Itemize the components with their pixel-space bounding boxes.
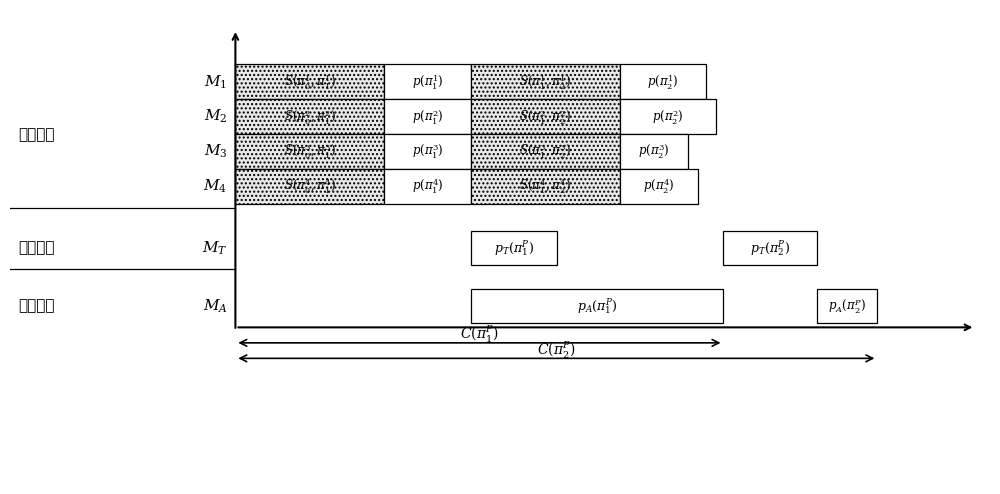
Text: $p(\pi_2^{1})$: $p(\pi_2^{1})$ <box>647 72 679 92</box>
Text: $p_T(\pi_1^P)$: $p_T(\pi_1^P)$ <box>494 238 534 258</box>
Text: $p(\pi_1^{4})$: $p(\pi_1^{4})$ <box>412 177 443 196</box>
Bar <box>235 134 384 169</box>
Text: $M_3$: $M_3$ <box>204 143 228 161</box>
Bar <box>471 134 620 169</box>
Text: $S(\pi_1^{2},\pi_2^{2})$: $S(\pi_1^{2},\pi_2^{2})$ <box>519 107 571 126</box>
Text: $C(\pi_2^P)$: $C(\pi_2^P)$ <box>537 339 576 361</box>
Text: $M_4$: $M_4$ <box>203 178 228 195</box>
Bar <box>817 288 877 324</box>
Text: 第三阶段: 第三阶段 <box>18 298 54 314</box>
Bar <box>471 99 620 134</box>
Text: 第二阶段: 第二阶段 <box>18 241 54 255</box>
Text: $S(\pi_1^{4},\pi_2^{4})$: $S(\pi_1^{4},\pi_2^{4})$ <box>519 177 571 196</box>
Bar <box>471 169 620 204</box>
Text: $p_T(\pi_2^P)$: $p_T(\pi_2^P)$ <box>750 238 790 258</box>
Text: $p(\pi_2^{3})$: $p(\pi_2^{3})$ <box>638 142 670 162</box>
Text: $S(\pi_1^{3},\pi_2^{3})$: $S(\pi_1^{3},\pi_2^{3})$ <box>519 142 571 162</box>
Bar <box>471 65 620 99</box>
Text: $S(\pi_0^{4},\pi_1^{4})$: $S(\pi_0^{4},\pi_1^{4})$ <box>284 177 336 196</box>
Text: $S(\pi_0^{3},\pi_1^{3})$: $S(\pi_0^{3},\pi_1^{3})$ <box>284 142 336 162</box>
Bar <box>471 288 723 324</box>
Text: $S(\pi_0^{2},\pi_1^{2})$: $S(\pi_0^{2},\pi_1^{2})$ <box>284 107 336 126</box>
Text: $M_2$: $M_2$ <box>204 108 228 125</box>
Text: $S(\pi_1^{1},\pi_2^{1})$: $S(\pi_1^{1},\pi_2^{1})$ <box>519 72 571 92</box>
Text: $C(\pi_1^P)$: $C(\pi_1^P)$ <box>460 324 499 345</box>
Bar <box>235 99 384 134</box>
Bar <box>723 231 817 265</box>
Text: 第一阶段: 第一阶段 <box>18 126 54 142</box>
Text: $p(\pi_2^{4})$: $p(\pi_2^{4})$ <box>643 177 675 196</box>
Text: $p(\pi_1^{2})$: $p(\pi_1^{2})$ <box>412 107 443 126</box>
Bar <box>384 65 471 99</box>
Text: $p(\pi_1^{3})$: $p(\pi_1^{3})$ <box>412 142 443 162</box>
Bar <box>235 65 384 99</box>
Bar <box>620 134 688 169</box>
Text: $p_A(\pi_1^P)$: $p_A(\pi_1^P)$ <box>577 296 617 316</box>
Bar <box>620 169 698 204</box>
Bar <box>384 99 471 134</box>
Text: $p(\pi_2^{2})$: $p(\pi_2^{2})$ <box>652 107 683 126</box>
Bar <box>384 169 471 204</box>
Text: $p_A(\pi_2^P)$: $p_A(\pi_2^P)$ <box>828 296 866 316</box>
Text: $M_A$: $M_A$ <box>203 297 228 315</box>
Bar <box>620 65 706 99</box>
Bar <box>235 169 384 204</box>
Bar <box>620 99 716 134</box>
Text: $M_1$: $M_1$ <box>204 73 228 90</box>
Bar <box>471 231 557 265</box>
Text: $S(\pi_0^{1},\pi_1^{1})$: $S(\pi_0^{1},\pi_1^{1})$ <box>284 72 336 92</box>
Bar <box>384 134 471 169</box>
Text: $p(\pi_1^{1})$: $p(\pi_1^{1})$ <box>412 72 443 92</box>
Text: $M_T$: $M_T$ <box>202 239 228 257</box>
